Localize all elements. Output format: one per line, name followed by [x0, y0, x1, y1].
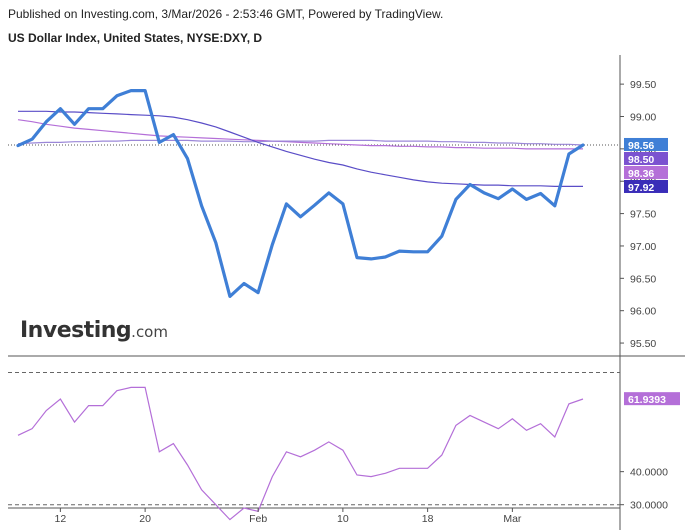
price-badge	[624, 137, 668, 151]
price-tick-label: 97.50	[630, 209, 656, 221]
investing-logo: Investing.com	[20, 318, 168, 343]
rsi-line	[17, 386, 584, 521]
time-tick-label: 12	[55, 513, 67, 525]
publish-info: Published on Investing.com, 3/Mar/2026 -…	[8, 7, 444, 21]
price-badge	[624, 165, 668, 179]
price-tick-label: 96.50	[630, 273, 656, 285]
rsi-tick-label: 40.0000	[630, 467, 668, 479]
time-tick-label: 18	[422, 513, 434, 525]
chart-header: Published on Investing.com, 3/Mar/2026 -…	[8, 7, 443, 45]
time-tick-label: Mar	[503, 513, 522, 525]
moving-average-line-ma_mid	[17, 139, 584, 146]
price-tick-label: 99.00	[630, 111, 656, 123]
price-badge-label: 98.36	[628, 168, 654, 180]
price-tick-label: 96.00	[630, 306, 656, 318]
price-badge-label: 98.56	[628, 140, 654, 152]
logo-main: Investing	[20, 318, 132, 343]
price-line	[16, 89, 585, 298]
price-badge	[624, 179, 668, 193]
price-tick-label: 95.50	[630, 338, 656, 350]
price-tick-label: 99.50	[630, 79, 656, 91]
time-tick-label: 20	[139, 513, 151, 525]
price-badge-label: 98.50	[628, 154, 654, 166]
moving-average-line-ma_short	[17, 119, 583, 150]
moving-average-line-ma_long	[18, 110, 583, 187]
rsi-badge-label: 61.9393	[628, 394, 666, 406]
time-tick-label: Feb	[249, 513, 267, 525]
price-badge-label: 97.92	[628, 182, 654, 194]
rsi-tick-label: 30.0000	[630, 500, 668, 512]
price-badge	[624, 151, 668, 165]
price-tick-label: 97.00	[630, 241, 656, 253]
time-tick-label: 10	[337, 513, 349, 525]
symbol-title: US Dollar Index, United States, NYSE:DXY…	[8, 31, 263, 45]
logo-suffix: .com	[131, 323, 168, 341]
rsi-badge	[624, 392, 680, 406]
